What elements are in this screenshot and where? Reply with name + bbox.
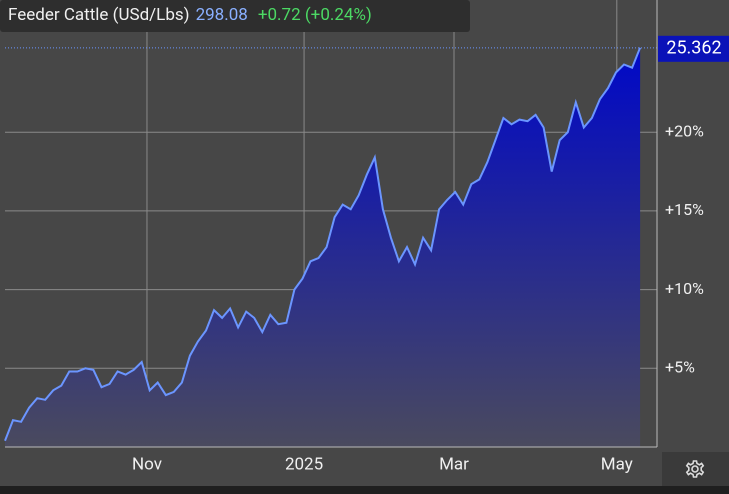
y-tick-label: +15% xyxy=(665,200,704,219)
header: Feeder Cattle (USd/Lbs) 298.08 +0.72 (+0.2… xyxy=(8,5,372,25)
last-value-box xyxy=(658,35,729,62)
x-tick-label: May xyxy=(601,454,633,474)
line xyxy=(4,47,642,442)
x-tick-label: Nov xyxy=(132,454,162,474)
title: Feeder Cattle (USd/Lbs) xyxy=(8,5,190,25)
settings-button[interactable] xyxy=(662,452,729,486)
price: 298.08 xyxy=(196,5,248,25)
y-tick-label: +10% xyxy=(665,279,704,298)
bottom-bar xyxy=(0,486,729,494)
y-tick-label: +5% xyxy=(665,358,695,377)
x-tick-label: 2025 xyxy=(285,454,323,474)
y-tick-label: +20% xyxy=(665,121,704,140)
area xyxy=(5,47,641,448)
header-box xyxy=(0,0,470,32)
gear-icon[interactable] xyxy=(685,460,705,478)
change: +0.72 (+0.24%) xyxy=(258,5,372,25)
x-tick-label: Mar xyxy=(439,454,469,474)
last-value-label: 25.362 xyxy=(666,38,721,59)
tick-labels: +5% +10% +15% +20% Nov 2025 Mar May xyxy=(132,121,704,474)
plot xyxy=(4,47,657,448)
